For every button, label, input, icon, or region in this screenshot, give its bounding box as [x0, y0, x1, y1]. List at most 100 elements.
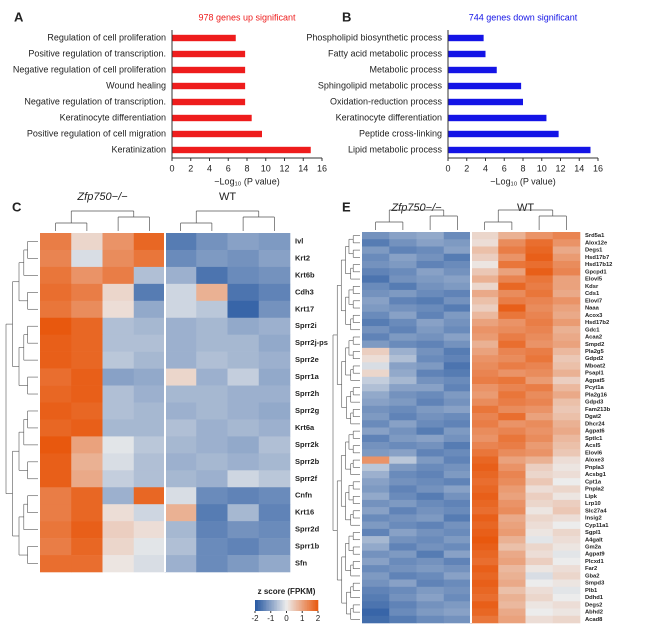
heatmap-cell — [416, 543, 445, 551]
heatmap-cell — [389, 326, 417, 334]
heatmap-cell — [389, 550, 417, 559]
heatmap-cell — [498, 565, 526, 573]
heatmap-cell — [133, 233, 166, 251]
heatmap-cell — [552, 514, 581, 522]
heatmap-cell — [389, 253, 417, 262]
heatmap-cell — [416, 398, 445, 407]
heatmap-cell — [362, 536, 390, 544]
row-label: Pla2g16 — [585, 392, 608, 398]
x-tick-label: 6 — [502, 163, 507, 173]
heatmap-cell — [552, 420, 581, 428]
heatmap-cell — [552, 492, 581, 501]
heatmap-cell — [525, 376, 554, 385]
heatmap-cell — [443, 420, 472, 428]
heatmap-cell — [362, 507, 390, 515]
heatmap-cell — [443, 485, 472, 493]
heatmap-cell — [362, 594, 390, 602]
row-label: Krt17 — [295, 304, 314, 313]
category-label: Keratinocyte differentiation — [60, 112, 166, 122]
heatmap-cell — [362, 521, 390, 530]
heatmap-cell — [416, 413, 445, 421]
heatmap-cell — [498, 413, 526, 421]
heatmap-cell — [416, 514, 445, 522]
row-label: Sprr2b — [295, 457, 320, 466]
heatmap-cell — [416, 232, 445, 240]
heatmap-cell — [443, 398, 472, 407]
colorbar-swatch — [259, 600, 262, 611]
heatmap-cell — [498, 615, 526, 624]
heatmap-cell — [498, 528, 526, 537]
heatmap-cell — [471, 572, 499, 580]
row-label: Elovl5 — [585, 277, 603, 283]
heatmap-cell — [40, 334, 72, 352]
heatmap-cell — [525, 253, 554, 262]
colorbar-swatch — [280, 600, 283, 611]
heatmap-cell — [471, 318, 499, 327]
heatmap-cell — [196, 249, 228, 268]
colorbar-tick-label: 2 — [316, 614, 321, 623]
heatmap-cell — [471, 528, 499, 537]
heatmap-cell — [389, 586, 417, 595]
heatmap-cell — [40, 470, 72, 488]
row-label: Smpd2 — [585, 342, 604, 348]
heatmap-cell — [362, 413, 390, 421]
row-label: Cnfn — [295, 491, 312, 500]
heatmap-cell — [552, 565, 581, 573]
row-label: Gdpd3 — [585, 400, 604, 406]
heatmap-cell — [196, 504, 228, 522]
heatmap-cell — [471, 398, 499, 407]
heatmap-cell — [258, 317, 291, 335]
heatmap-cell — [258, 385, 291, 403]
heatmap-cell — [471, 405, 499, 414]
heatmap-cell — [389, 369, 417, 378]
heatmap-cell — [498, 369, 526, 378]
heatmap-cell — [443, 246, 472, 255]
heatmap-cell — [71, 334, 103, 352]
heatmap-cell — [525, 326, 554, 334]
heatmap-cell — [443, 601, 472, 609]
heatmap-cell — [389, 391, 417, 399]
heatmap-cell — [71, 470, 103, 488]
row-label: Sprr2g — [295, 406, 320, 415]
heatmap-cell — [552, 601, 581, 609]
heatmap-cell — [443, 384, 472, 392]
heatmap-cell — [362, 572, 390, 580]
heatmap-cell — [471, 594, 499, 602]
heatmap-cell — [443, 268, 472, 276]
row-label: A4galt — [585, 537, 603, 543]
heatmap-cell — [552, 239, 581, 247]
heatmap-cell — [133, 351, 166, 369]
row-label: Degs1 — [585, 248, 603, 254]
row-label: Lrp10 — [585, 501, 601, 507]
heatmap-cell — [40, 385, 72, 403]
heatmap-cell — [416, 253, 445, 262]
heatmap-cell — [552, 405, 581, 414]
category-label: Phospholipid biosynthetic process — [306, 32, 442, 42]
heatmap-cell — [362, 565, 390, 573]
heatmap-cell — [71, 233, 103, 251]
heatmap-cell — [40, 317, 72, 335]
heatmap-cell — [416, 420, 445, 428]
colorbar-swatch — [292, 600, 295, 611]
heatmap-cell — [71, 283, 103, 302]
heatmap-cell — [389, 470, 417, 479]
heatmap-cell — [443, 239, 472, 247]
heatmap-cell — [258, 351, 291, 369]
heatmap-cell — [416, 441, 445, 450]
heatmap-cell — [443, 499, 472, 508]
heatmap-cell — [133, 402, 166, 420]
heatmap-cell — [389, 246, 417, 255]
row-label: Cds1 — [585, 291, 600, 297]
heatmap-cell — [416, 586, 445, 595]
heatmap-cell — [552, 463, 581, 472]
heatmap-cell — [498, 478, 526, 486]
heatmap-cell — [362, 470, 390, 479]
heatmap-cell — [443, 594, 472, 602]
heatmap-cell — [196, 368, 228, 386]
category-label: Positive regulation of cell migration — [27, 128, 166, 138]
heatmap-cell — [416, 311, 445, 320]
heatmap-cell — [362, 260, 390, 269]
heatmap-cell — [165, 402, 197, 420]
heatmap-cell — [525, 384, 554, 392]
heatmap-cell — [443, 434, 472, 443]
